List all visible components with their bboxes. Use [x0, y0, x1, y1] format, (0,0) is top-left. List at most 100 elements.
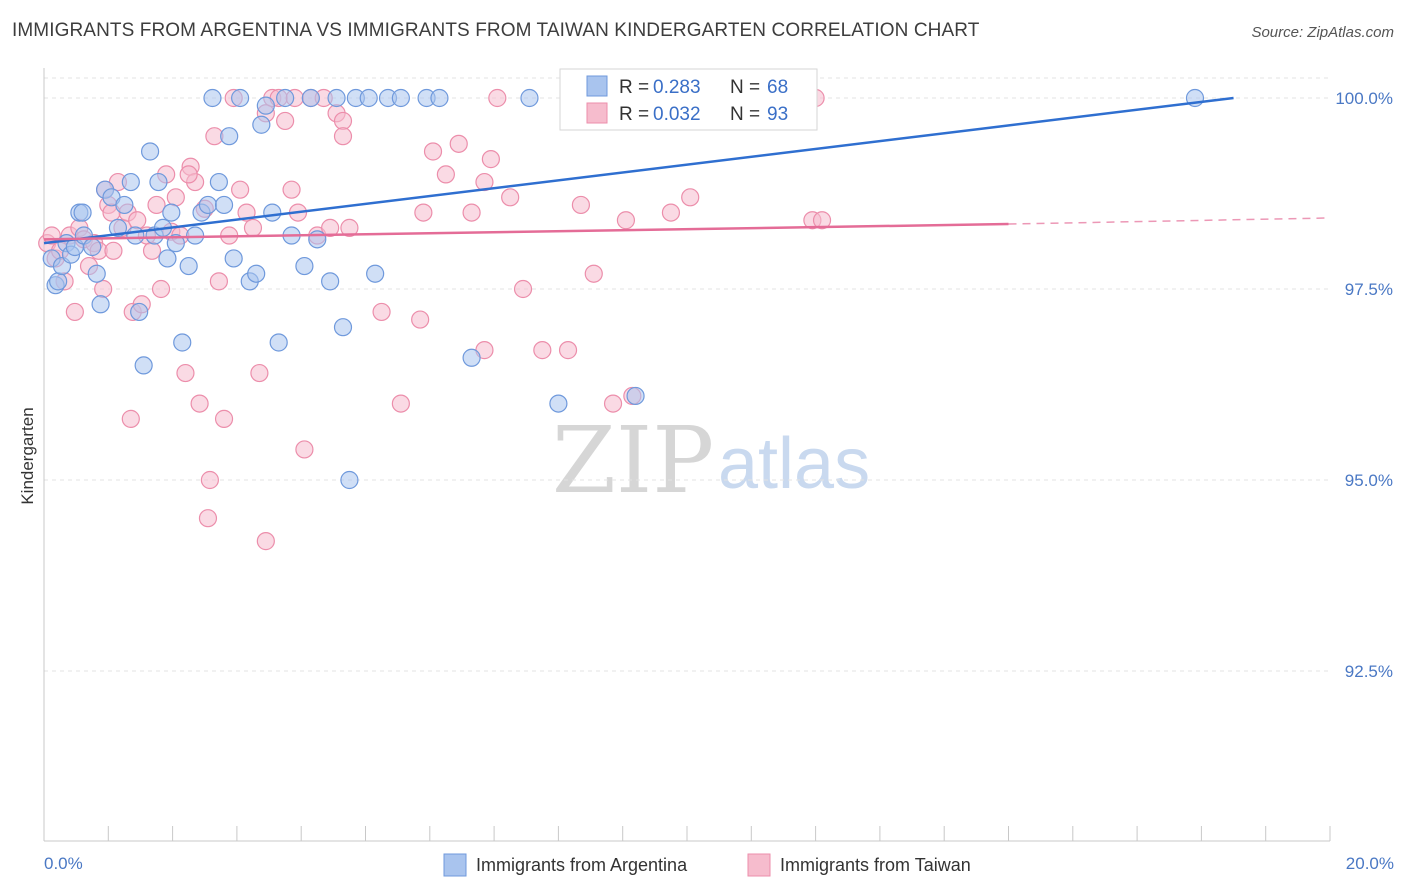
argentina-point [83, 237, 102, 257]
argentina-point [149, 172, 168, 192]
bottom-legend-label-taiwan: Immigrants from Taiwan [780, 855, 971, 875]
argentina-point [115, 195, 134, 215]
argentina-point [87, 264, 106, 283]
x-tick-label-min: 0.0% [44, 854, 83, 873]
argentina-point [263, 203, 282, 222]
argentina-point [333, 318, 353, 337]
argentina-point [121, 172, 140, 192]
taiwan-point [340, 218, 359, 237]
argentina-point [126, 226, 145, 245]
argentina-point [276, 88, 295, 108]
trendline-argentina [43, 96, 1234, 245]
source-label: Source: ZipAtlas.com [1251, 24, 1394, 41]
trendlines [43, 96, 1331, 245]
x-tick-label-max: 20.0% [1346, 854, 1394, 873]
y-tick-label: 92.5% [1345, 662, 1393, 681]
chart-title: IMMIGRANTS FROM ARGENTINA VS IMMIGRANTS … [12, 20, 980, 41]
argentina-point [301, 88, 320, 108]
taiwan-point [333, 111, 353, 131]
series-argentina-points [42, 88, 1205, 490]
y-tick-labels: 100.0% 97.5% 95.0% 92.5% [1335, 89, 1393, 681]
argentina-point [295, 256, 314, 276]
taiwan-point [142, 241, 162, 260]
argentina-point [162, 203, 181, 222]
taiwan-point [571, 195, 591, 215]
taiwan-point [104, 241, 123, 260]
legend-r-label-taiwan: R = [619, 104, 649, 125]
bottom-legend-swatch-argentina [443, 853, 467, 877]
taiwan-point [231, 180, 250, 199]
taiwan-point [513, 279, 533, 299]
taiwan-point [372, 302, 391, 322]
argentina-point [256, 96, 275, 115]
taiwan-point [436, 165, 455, 184]
legend-r-label-argentina: R = [619, 77, 649, 98]
argentina-point [203, 88, 222, 108]
argentina-point [520, 88, 539, 108]
taiwan-point [250, 363, 269, 383]
argentina-point [130, 302, 149, 322]
taiwan-point [423, 142, 443, 161]
argentina-point [134, 356, 153, 375]
legend-swatch-taiwan [586, 102, 608, 124]
argentina-point [166, 234, 185, 253]
bottom-legend-swatch-taiwan [747, 853, 771, 877]
trendline-taiwan-extension [1008, 217, 1331, 225]
taiwan-point [94, 279, 113, 299]
legend-r-value-taiwan: 0.032 [653, 104, 701, 125]
taiwan-point [533, 341, 552, 360]
gridlines [44, 77, 1330, 672]
argentina-point [220, 127, 239, 146]
argentina-point [224, 249, 243, 268]
watermark-atlas: atlas [718, 424, 870, 504]
argentina-point [430, 88, 449, 108]
taiwan-point [179, 165, 198, 184]
taiwan-point [65, 302, 84, 322]
argentina-point [49, 272, 68, 291]
argentina-point [327, 88, 346, 108]
taiwan-point [558, 341, 578, 360]
taiwan-point [214, 409, 234, 428]
taiwan-point [276, 111, 295, 131]
taiwan-point [481, 150, 500, 169]
y-tick-label: 95.0% [1345, 471, 1393, 490]
argentina-point [366, 264, 385, 283]
taiwan-point [198, 509, 218, 528]
taiwan-point [616, 211, 636, 230]
taiwan-point [501, 188, 520, 207]
argentina-point [186, 226, 205, 245]
taiwan-point [584, 264, 603, 283]
taiwan-point [200, 470, 219, 490]
argentina-point [179, 256, 198, 276]
taiwan-point [411, 310, 430, 329]
taiwan-point [414, 203, 433, 222]
legend-r-value-argentina: 0.283 [653, 77, 701, 98]
argentina-point [158, 249, 177, 268]
argentina-point [73, 203, 92, 222]
argentina-point [252, 115, 271, 134]
taiwan-point [147, 195, 166, 215]
correlation-legend: R = 0.283 N = 68 R = 0.032 N = 93 [559, 68, 818, 131]
argentina-point [214, 195, 234, 215]
trendline-taiwan [43, 222, 1009, 241]
taiwan-point [661, 203, 681, 222]
taiwan-point [282, 180, 301, 199]
taiwan-point [166, 188, 185, 207]
y-axis-label: Kindergarten [18, 407, 37, 504]
taiwan-point [603, 394, 623, 413]
watermark-zip: ZIP [552, 407, 714, 514]
argentina-point [462, 348, 481, 367]
taiwan-point [121, 409, 140, 428]
argentina-point [247, 264, 266, 283]
taiwan-point [176, 363, 195, 383]
legend-swatch-argentina [586, 75, 608, 97]
argentina-point [626, 386, 645, 406]
y-tick-label: 97.5% [1345, 280, 1393, 299]
argentina-point [198, 195, 218, 215]
argentina-point [321, 272, 340, 291]
taiwan-point [151, 279, 171, 299]
legend-n-value-taiwan: 93 [767, 104, 788, 125]
legend-n-value-argentina: 68 [767, 77, 788, 98]
y-tick-label: 100.0% [1335, 89, 1393, 108]
